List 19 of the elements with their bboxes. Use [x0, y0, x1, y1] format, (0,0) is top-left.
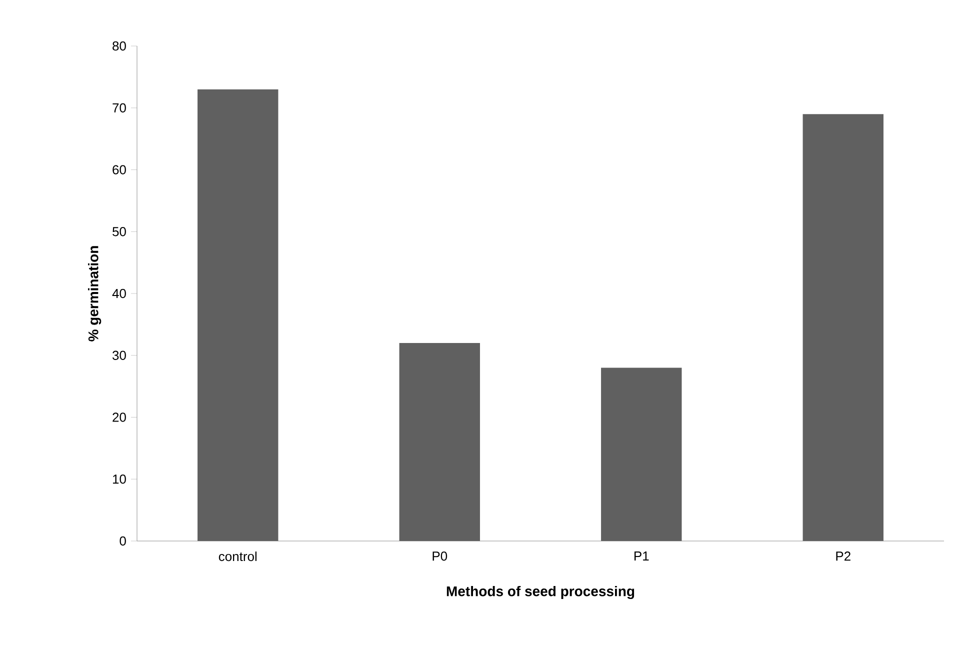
y-tick-label: 10: [112, 474, 126, 484]
y-tick-label: 30: [112, 350, 126, 360]
y-tick-label: 50: [112, 227, 126, 236]
x-tick-label: control: [218, 552, 257, 562]
bar: [198, 89, 278, 541]
y-tick-label: 70: [112, 103, 126, 112]
y-axis-title: % germination: [88, 246, 102, 342]
bar: [802, 114, 884, 541]
x-tick-label: P0: [432, 552, 448, 561]
x-tick-label: P2: [836, 552, 850, 561]
y-tick-label: 60: [112, 165, 126, 174]
y-tick-label: 80: [112, 41, 126, 51]
y-tick-label: 20: [112, 412, 126, 422]
y-tick-label: 0: [120, 536, 126, 546]
bar: [399, 343, 480, 541]
x-tick-label: P1: [634, 552, 649, 560]
bar: [601, 368, 682, 541]
y-tick-label: 40: [112, 288, 126, 298]
x-axis-title: Methods of seed processing: [446, 586, 634, 600]
